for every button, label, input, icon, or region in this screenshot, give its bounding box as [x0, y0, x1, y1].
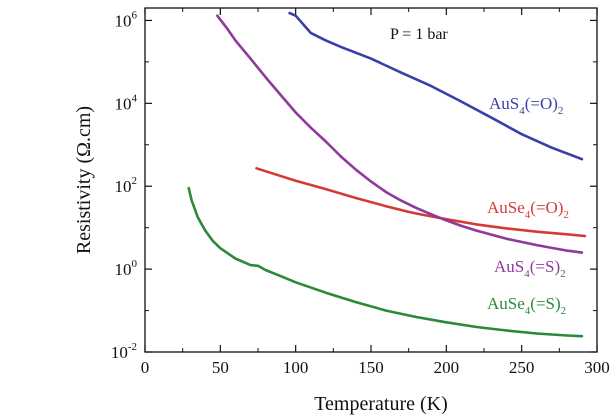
series-3-point [187, 187, 190, 190]
y-tick-label: 100 [115, 258, 138, 279]
pressure-annotation: P = 1 bar [390, 26, 448, 43]
series-0-point [339, 45, 342, 49]
series-1-point [415, 212, 418, 215]
series-2-point [279, 93, 282, 96]
series-2-point [445, 219, 448, 222]
series-0-point [369, 57, 373, 60]
series-2-point [226, 28, 229, 31]
series-0-point [324, 39, 327, 42]
series-2-point [234, 39, 237, 42]
series-2-point [339, 155, 342, 158]
series-3-point [324, 291, 327, 294]
series-2-point [249, 57, 252, 60]
x-tick-label: 100 [283, 358, 309, 377]
series-2-point [264, 76, 267, 79]
series-2-point [216, 14, 219, 17]
series-1-point [407, 210, 410, 213]
series-1-point [354, 196, 357, 200]
series-0-point [460, 100, 463, 103]
series-3-point [211, 239, 214, 242]
series-1-point [535, 230, 538, 233]
series-2-point [415, 206, 418, 209]
series-1-point [324, 188, 327, 191]
series-3-point [385, 309, 388, 312]
series-1-point [565, 233, 569, 236]
series-3-point [196, 216, 199, 219]
x-tick-label: 50 [212, 358, 229, 377]
series-3-point [219, 247, 222, 250]
series-0-point [400, 71, 403, 74]
series-line-1 [255, 167, 587, 238]
series-3-point [535, 332, 538, 335]
series-3-point [445, 321, 448, 324]
series-0-point [550, 146, 553, 149]
series-1-point [505, 227, 508, 230]
series-3-point [580, 335, 584, 338]
series-0-point [520, 133, 523, 136]
series-2-point [460, 224, 463, 227]
series-1-point [255, 167, 258, 170]
y-tick-label: 106 [115, 9, 138, 30]
series-2-point [309, 126, 312, 129]
series-3-point [505, 329, 508, 332]
x-tick-label: 200 [434, 358, 460, 377]
series-1-point [264, 170, 267, 173]
series-3-point [249, 264, 252, 267]
series-3-point [256, 264, 260, 267]
x-tick-label: 250 [509, 358, 535, 377]
series-3-point [294, 281, 297, 284]
series-label-2: AuS4(=S)2 [494, 257, 566, 280]
series-0-point [309, 31, 312, 34]
series-label-1: AuSe4(=O)2 [487, 198, 569, 221]
x-tick-label: 150 [358, 358, 384, 377]
y-tick-label: 102 [115, 175, 138, 196]
x-tick-label: 0 [141, 358, 150, 377]
series-3-point [354, 301, 357, 304]
series-3-point [475, 325, 478, 329]
series-0-point [490, 116, 493, 119]
y-tick-label: 104 [115, 92, 138, 113]
series-3-point [279, 275, 282, 278]
series-2-point [354, 168, 357, 171]
series-1-point [294, 179, 297, 182]
series-2-point [505, 237, 508, 240]
series-3-point [234, 257, 237, 260]
series-2-point [385, 191, 388, 194]
series-line-3 [187, 186, 584, 338]
series-1-point [475, 223, 478, 226]
series-label-3: AuSe4(=S)2 [487, 294, 566, 317]
y-tick-label: 10-2 [111, 341, 137, 362]
series-2-point [400, 199, 403, 202]
series-2-point [294, 111, 297, 114]
series-1-point [583, 234, 587, 238]
series-0-point [288, 12, 291, 15]
y-axis-label: Resistivity (Ω.cm) [73, 106, 95, 254]
series-2-point [430, 213, 433, 216]
series-2-point [475, 229, 478, 232]
series-3-point [565, 334, 569, 337]
series-2-point [565, 249, 569, 252]
x-axis-label: Temperature (K) [314, 393, 448, 415]
series-0-point [294, 14, 297, 17]
series-3-point [204, 229, 207, 232]
series-0-point [580, 158, 584, 161]
series-3-point [190, 199, 193, 202]
x-tick-label: 300 [584, 358, 610, 377]
series-label-0: AuS4(=O)2 [489, 94, 563, 117]
series-3-point [415, 315, 418, 319]
series-0-point [430, 85, 433, 88]
series-2-point [580, 251, 584, 254]
series-3-point [264, 268, 267, 272]
series-1-point [385, 205, 388, 208]
series-2-point [369, 180, 373, 183]
series-2-point [535, 244, 538, 247]
series-2-point [324, 140, 327, 143]
